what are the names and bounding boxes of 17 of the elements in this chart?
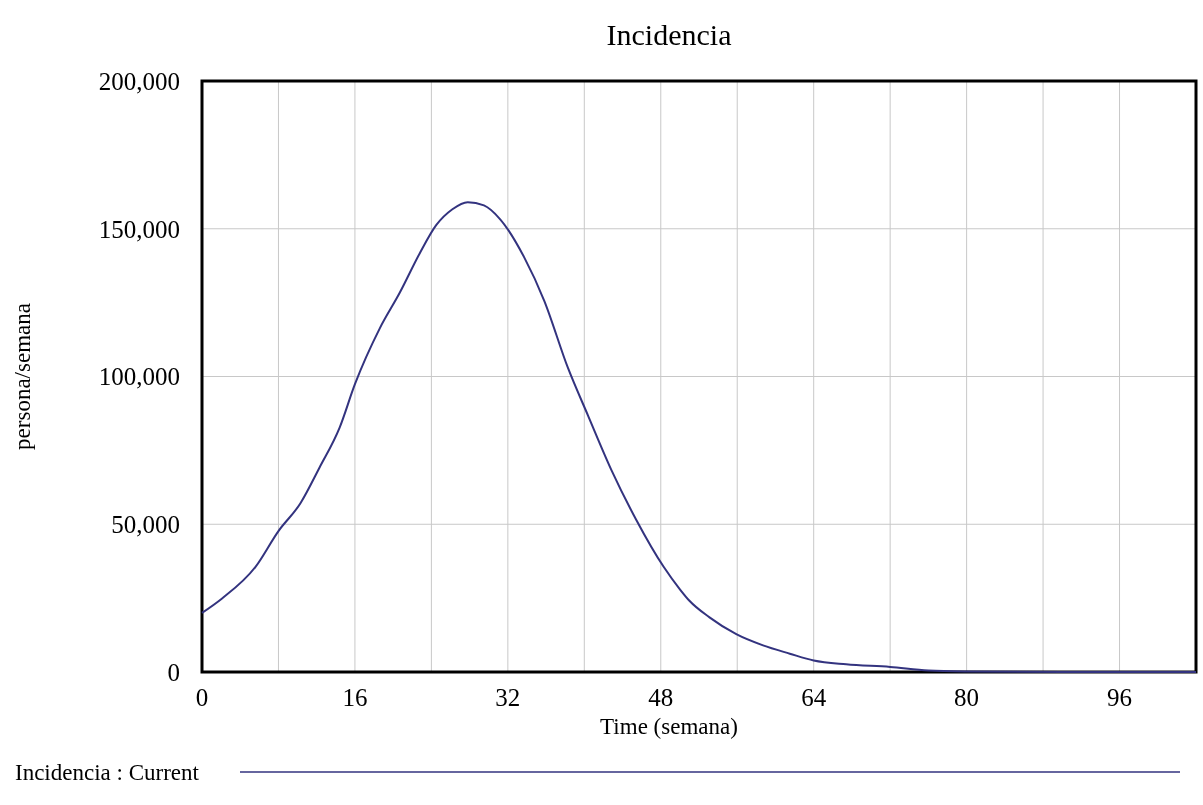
x-axis-title: Time (semana) <box>600 714 738 739</box>
y-tick-label: 200,000 <box>98 67 180 95</box>
y-tick-label: 50,000 <box>111 511 180 538</box>
x-tick-label: 64 <box>801 684 827 711</box>
x-tick-label: 16 <box>342 684 368 711</box>
line-series <box>201 201 1197 673</box>
y-tick-label: 100,000 <box>98 363 180 391</box>
y-tick-label: 150,000 <box>98 215 180 243</box>
x-tick-label: 32 <box>495 684 521 711</box>
y-axis-title: persona/semana <box>10 303 35 450</box>
y-tick-label: 0 <box>167 658 180 686</box>
x-tick-label: 0 <box>195 684 209 711</box>
x-tick-label: 48 <box>648 684 674 711</box>
text: Incidencia : Current <box>15 760 200 785</box>
chart-title: Incidencia <box>606 18 732 51</box>
x-tick-label: 80 <box>954 684 980 711</box>
x-tick-label: 96 <box>1107 684 1133 711</box>
